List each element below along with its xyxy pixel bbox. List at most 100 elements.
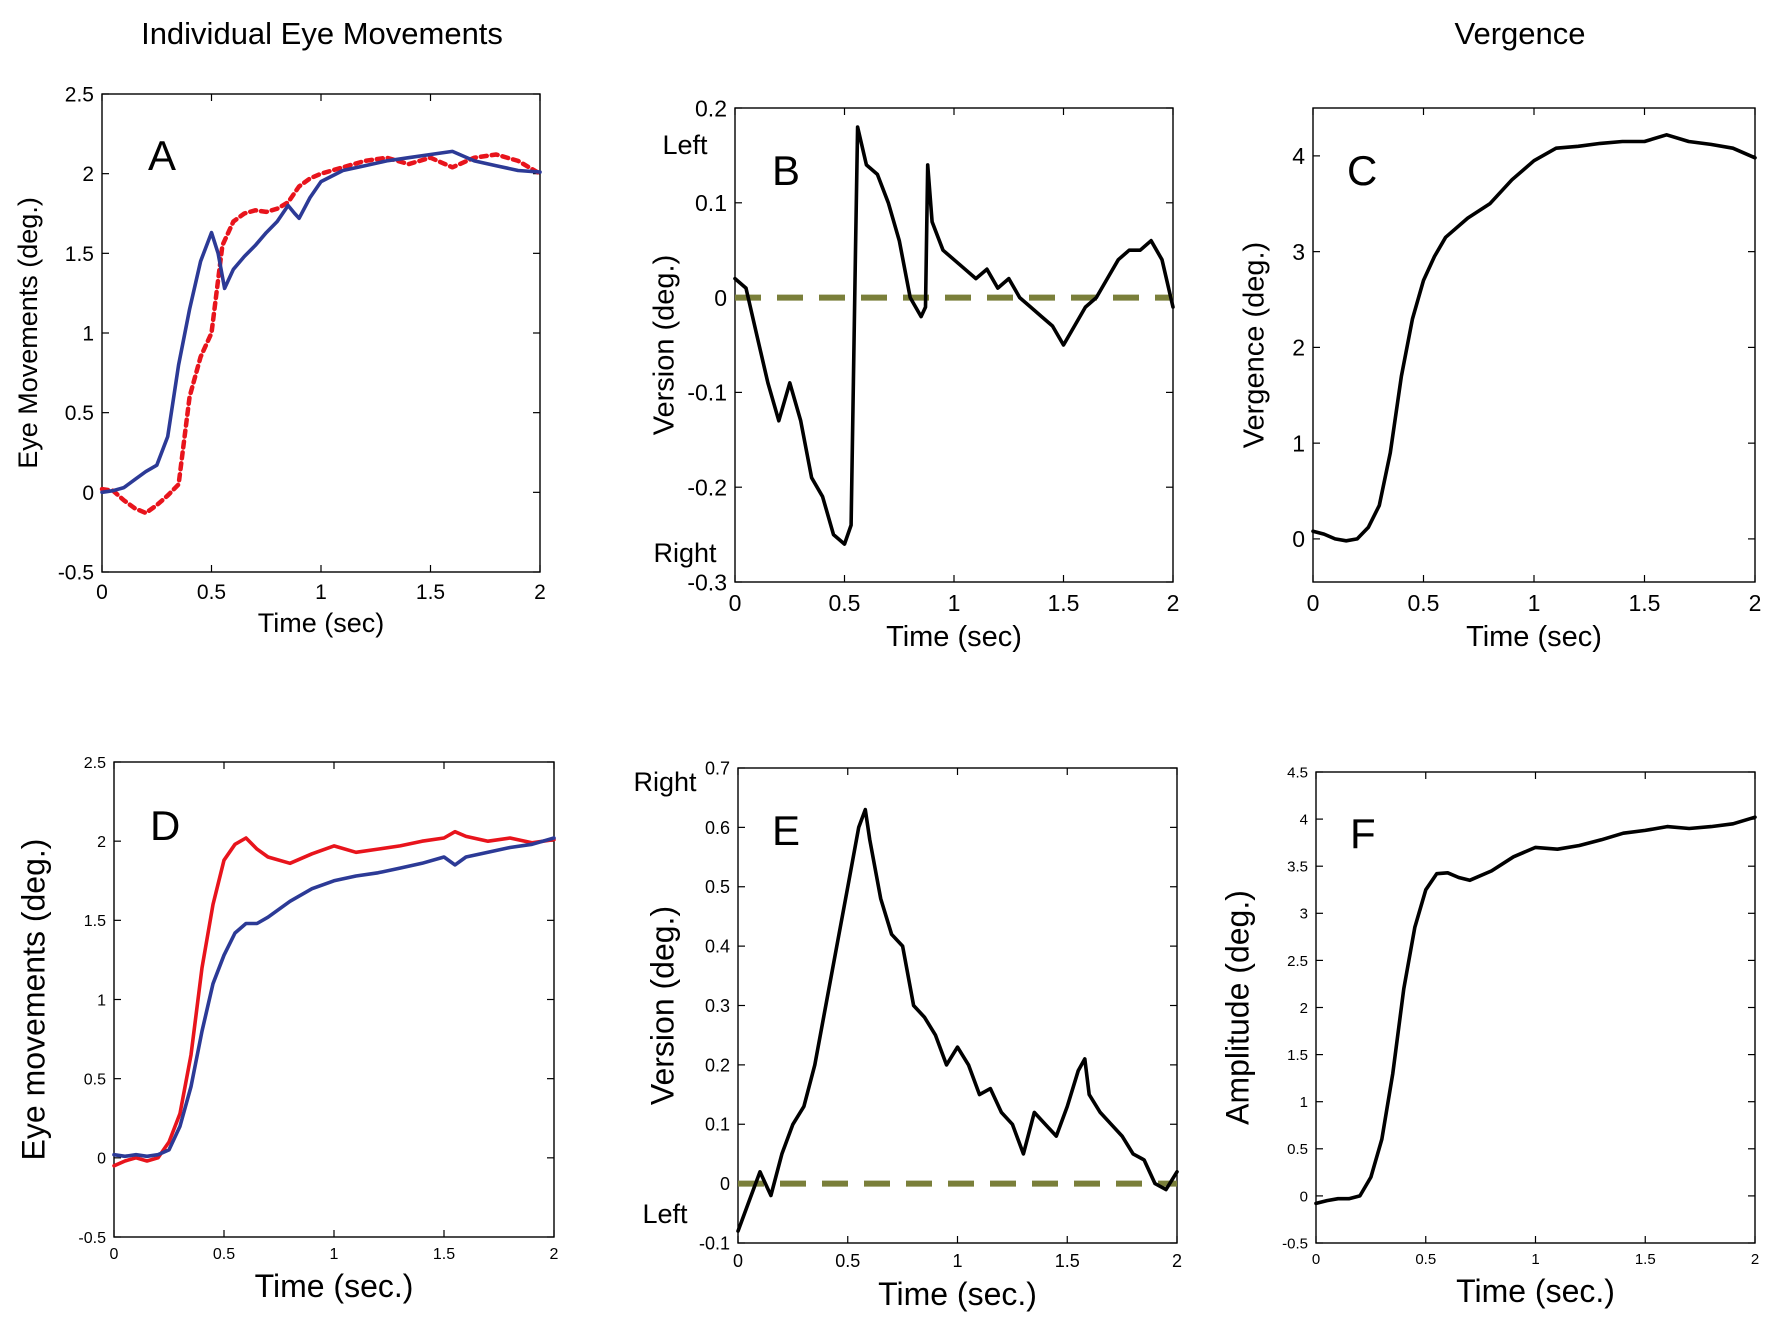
x-tick-label: 1.5	[433, 1246, 455, 1263]
y-tick-label: 1.5	[65, 243, 94, 266]
panel-letter: F	[1350, 810, 1376, 857]
x-tick-label: 0.5	[213, 1246, 235, 1263]
x-tick-label: 0	[110, 1246, 119, 1263]
x-tick-label: 1	[315, 581, 327, 604]
y-tick-label: 0.1	[705, 1115, 730, 1135]
x-tick-label: 0	[729, 590, 742, 616]
y-tick-label: 0	[720, 1174, 730, 1194]
y-tick-label: 0.7	[705, 758, 730, 778]
y-axis-label: Amplitude (deg.)	[1219, 890, 1255, 1125]
x-tick-label: 0.5	[197, 581, 226, 604]
x-tick-label: 1.5	[1635, 1251, 1656, 1268]
x-axis-label: Time (sec.)	[1456, 1273, 1615, 1309]
plot-frame	[734, 107, 1174, 583]
y-tick-label: 0.3	[705, 996, 730, 1016]
series-line-vergence	[1311, 133, 1757, 543]
panel-letter: D	[150, 802, 180, 849]
x-tick-label: 0.5	[829, 590, 861, 616]
direction-label-bottom: Left	[642, 1199, 688, 1229]
y-tick-label: 0.6	[705, 818, 730, 838]
y-tick-label: 0.5	[65, 402, 94, 425]
x-tick-label: 1	[952, 1251, 962, 1271]
x-tick-label: 2	[1167, 590, 1180, 616]
chart-panel-c: 0 0.5 1 1.5 2 0 1 2 3 4 Time (sec) Vergence (deg.) C	[1239, 107, 1761, 653]
x-tick-label: 1.5	[416, 581, 445, 604]
x-tick-label: 2	[550, 1246, 559, 1263]
y-tick-label: 0.5	[84, 1071, 106, 1088]
y-tick-label: 0.5	[1287, 1141, 1308, 1158]
y-axis-label: Eye movements (deg.)	[15, 839, 51, 1161]
y-tick-label: 2	[1300, 1000, 1308, 1017]
y-tick-label: 2.5	[65, 84, 94, 107]
x-tick-label: 1.5	[1048, 590, 1080, 616]
y-tick-label: 4	[1292, 143, 1305, 169]
y-tick-label: 4.5	[1287, 764, 1308, 781]
y-tick-label: 0.5	[705, 877, 730, 897]
x-tick-label: 1	[1528, 590, 1541, 616]
panel-letter: E	[772, 807, 800, 854]
y-tick-label: 0	[97, 1151, 106, 1168]
x-tick-label: 0.5	[1408, 590, 1440, 616]
y-axis-label: Vergence (deg.)	[1239, 242, 1271, 448]
x-tick-label: 0	[96, 581, 108, 604]
series-line-version	[733, 125, 1175, 546]
y-tick-label: -0.5	[78, 1230, 106, 1247]
y-tick-label: 0.2	[695, 95, 727, 121]
y-tick-label: 2.5	[84, 755, 106, 772]
y-tick-label: 1.5	[84, 913, 106, 930]
y-tick-label: 1.5	[1287, 1047, 1308, 1064]
x-tick-label: 1	[1531, 1251, 1539, 1268]
y-tick-label: -0.5	[58, 562, 94, 585]
y-tick-label: 2	[82, 163, 94, 186]
y-tick-label: 3	[1300, 906, 1308, 923]
series-line-blue	[112, 836, 556, 1159]
series-line-red	[99, 152, 543, 516]
plot-frame	[737, 767, 1178, 1244]
x-tick-label: 1	[330, 1246, 339, 1263]
y-tick-label: -0.1	[699, 1233, 730, 1253]
y-tick-label: 1	[97, 992, 106, 1009]
panel-letter: C	[1347, 147, 1377, 194]
y-tick-label: 0	[714, 285, 727, 311]
y-tick-label: 1	[1300, 1094, 1308, 1111]
x-tick-label: 1.5	[1629, 590, 1661, 616]
y-axis-label: Version (deg.)	[644, 906, 680, 1105]
y-tick-label: 0.1	[695, 190, 727, 216]
y-axis-label: Version (deg.)	[649, 255, 681, 436]
x-axis-label: Time (sec.)	[255, 1268, 414, 1304]
y-tick-label: 4	[1300, 812, 1308, 829]
y-tick-label: -0.3	[687, 569, 727, 595]
x-tick-label: 1	[948, 590, 961, 616]
x-tick-label: 2	[1751, 1251, 1759, 1268]
x-tick-label: 1.5	[1055, 1251, 1080, 1271]
direction-label-top: Left	[662, 130, 708, 160]
x-axis-label: Time (sec)	[1466, 621, 1602, 653]
series-line-blue	[100, 149, 542, 495]
y-tick-label: 2	[97, 834, 106, 851]
y-tick-label: 3.5	[1287, 859, 1308, 876]
chart-panel-e: 0 0.5 1 1.5 2-0.100.10.20.30.40.50.60.7Time …	[633, 758, 1182, 1312]
chart-panel-b: 0 0.5 1 1.5 2 -0.3 -0.2 -0.1 0 0.1 0.2 Time (sec) Ve…	[649, 95, 1180, 653]
x-axis-label: Time (sec.)	[878, 1276, 1037, 1312]
panel-letter: A	[148, 132, 176, 179]
y-tick-label: 0.4	[705, 937, 730, 957]
x-tick-label: 2	[1172, 1251, 1182, 1271]
y-tick-label: -0.5	[1282, 1235, 1308, 1252]
series-line-version	[736, 807, 1179, 1233]
x-axis-label: Time (sec)	[258, 608, 385, 638]
y-tick-label: -0.1	[687, 380, 727, 406]
y-tick-label: 1	[82, 323, 94, 346]
y-tick-label: 3	[1292, 239, 1305, 265]
y-tick-label: 2	[1292, 335, 1305, 361]
plot-frame	[1312, 107, 1756, 583]
direction-label-bottom: Right	[653, 538, 717, 568]
y-axis-label: Eye Movements (deg.)	[13, 197, 43, 469]
x-tick-label: 2	[534, 581, 546, 604]
y-tick-label: 0	[1292, 526, 1305, 552]
series-line-vergence	[1314, 815, 1757, 1206]
x-tick-label: 0.5	[835, 1251, 860, 1271]
